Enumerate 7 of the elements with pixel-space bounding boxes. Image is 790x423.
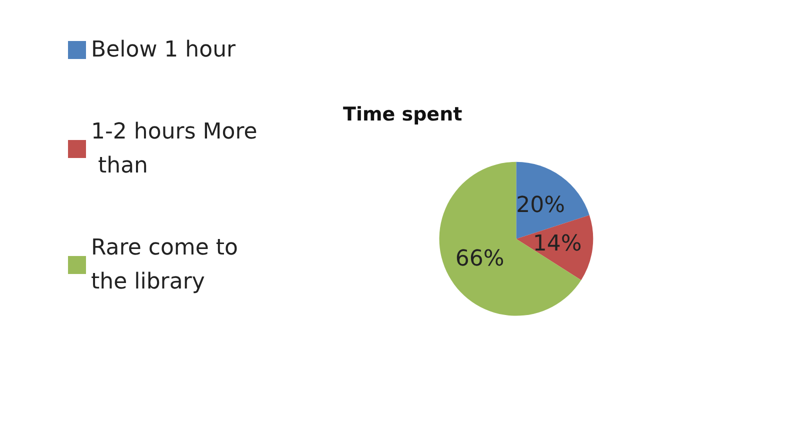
data-label: 20%	[516, 192, 566, 218]
legend-label: 1-2 hours More than	[91, 120, 258, 178]
text: Time spent	[343, 104, 462, 126]
data-label: 66%	[455, 246, 504, 272]
legend-label: Rare come to the library	[91, 236, 245, 294]
legend-label: Below 1 hour	[91, 38, 237, 62]
data-label: 14%	[532, 232, 582, 257]
